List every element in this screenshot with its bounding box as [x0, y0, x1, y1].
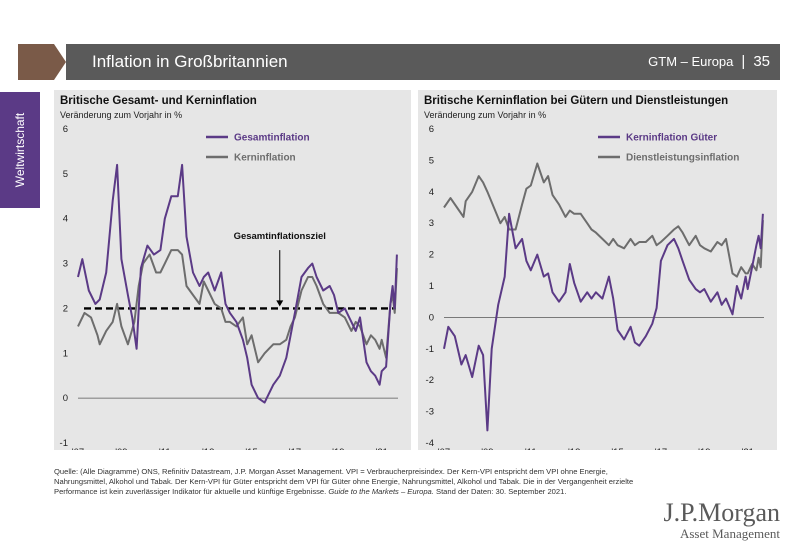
- x-tick-label: '21: [376, 447, 388, 450]
- y-tick-label: 4: [63, 214, 68, 225]
- header-arrow-icon: [18, 44, 66, 80]
- target-arrow-head: [276, 300, 284, 307]
- y-tick-label: -4: [426, 438, 434, 449]
- x-tick-label: '13: [568, 447, 580, 450]
- legend-label: Kerninflation Güter: [626, 133, 717, 144]
- footnote-date: Stand der Daten: 30. September 2021.: [433, 487, 567, 496]
- chart-title: Britische Gesamt- und Kerninflation: [60, 95, 257, 107]
- y-tick-label: 1: [63, 348, 68, 359]
- legend-label: Gesamtinflation: [234, 133, 310, 144]
- y-tick-label: -1: [426, 344, 434, 355]
- chart-left: -1 0 1 2 3 4 5 6 '07 '09 '11 '13 '15 '17 '19 '21 Gesamti…: [60, 124, 398, 450]
- y-tick-label: 5: [63, 169, 68, 180]
- x-tick-label: '09: [115, 447, 127, 450]
- y-tick-label: -3: [426, 407, 434, 418]
- jpmorgan-logo: J.P.Morgan Asset Management: [663, 498, 780, 542]
- y-tick-label: 0: [429, 312, 434, 323]
- legend-label: Dienstleistungsinflation: [626, 153, 739, 164]
- logo-wordmark: J.P.Morgan: [663, 498, 780, 527]
- y-tick-label: 5: [429, 155, 434, 166]
- page-title: Inflation in Großbritannien: [92, 52, 288, 71]
- series-line-kerninflation-güter: [443, 212, 764, 432]
- x-tick-label: '07: [438, 447, 450, 450]
- page-number: 35: [753, 53, 770, 70]
- y-tick-label: 3: [429, 218, 434, 229]
- x-tick-label: '19: [332, 447, 344, 450]
- chart-subtitle: Veränderung zum Vorjahr in %: [424, 110, 547, 120]
- y-tick-label: 3: [63, 259, 68, 270]
- source-footnote: Quelle: (Alle Diagramme) ONS, Refinitiv …: [54, 467, 644, 497]
- x-tick-label: '11: [525, 447, 537, 450]
- y-tick-label: -1: [60, 438, 68, 449]
- y-tick-label: 6: [429, 124, 434, 135]
- target-label: Gesamtinflationsziel: [234, 231, 326, 242]
- y-tick-label: 0: [63, 393, 68, 404]
- series-line-dienstleistungsinflation: [443, 162, 764, 278]
- chart-right: -4 -3 -2 -1 0 1 2 3 4 5 6 '07 '09 '11 '13 '15 '17 '19 '21 K…: [426, 124, 764, 450]
- x-tick-label: '15: [611, 447, 623, 450]
- series-label: GTM – Europa: [648, 54, 734, 69]
- chart-panel-left: Britische Gesamt- und Kerninflation Verä…: [54, 90, 411, 450]
- side-tab-label: Weltwirtschaft: [13, 112, 27, 188]
- footnote-guide: Guide to the Markets – Europa.: [328, 487, 434, 496]
- side-tab-weltwirtschaft[interactable]: Weltwirtschaft: [0, 92, 40, 208]
- legend-label: Kerninflation: [234, 153, 296, 164]
- header-separator: |: [741, 53, 746, 70]
- y-tick-label: 4: [429, 187, 434, 198]
- x-tick-label: '15: [245, 447, 257, 450]
- x-tick-label: '07: [72, 447, 84, 450]
- x-tick-label: '21: [742, 447, 754, 450]
- x-tick-label: '19: [698, 447, 710, 450]
- x-tick-label: '17: [655, 447, 667, 450]
- x-tick-label: '11: [159, 447, 171, 450]
- footnote-text: Quelle: (Alle Diagramme) ONS, Refinitiv …: [54, 467, 634, 496]
- chart-panel-right: Britische Kerninflation bei Gütern und D…: [418, 90, 777, 450]
- chart-title: Britische Kerninflation bei Gütern und D…: [424, 95, 729, 107]
- y-tick-label: -2: [426, 375, 434, 386]
- logo-subline: Asset Management: [679, 526, 780, 541]
- series-line-gesamtinflation: [77, 163, 398, 404]
- y-tick-label: 2: [63, 303, 68, 314]
- series-line-kerninflation: [77, 249, 398, 364]
- header-right: GTM – Europa | 35: [648, 44, 770, 80]
- y-tick-label: 2: [429, 250, 434, 261]
- x-tick-label: '17: [289, 447, 301, 450]
- y-tick-label: 1: [429, 281, 434, 292]
- x-tick-label: '13: [202, 447, 214, 450]
- header-bar: [66, 44, 780, 80]
- y-tick-label: 6: [63, 124, 68, 135]
- chart-subtitle: Veränderung zum Vorjahr in %: [60, 110, 183, 120]
- x-tick-label: '09: [481, 447, 493, 450]
